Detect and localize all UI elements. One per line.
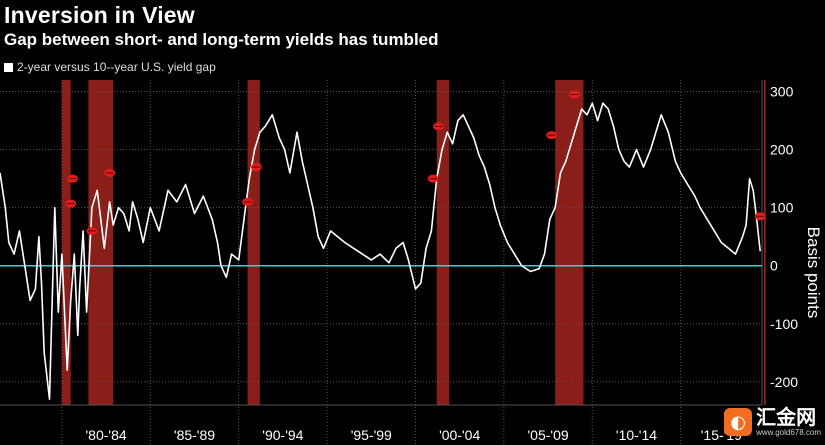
- recession-band: [247, 80, 260, 405]
- series-line: [0, 102, 761, 401]
- inversion-marker-icon: [546, 131, 558, 140]
- y-tick-label: 300: [770, 84, 794, 100]
- x-tick-label: '10-'14: [616, 427, 657, 443]
- y-tick-label: 200: [770, 142, 794, 158]
- recession-band: [763, 80, 766, 405]
- inversion-marker-icon: [432, 122, 444, 131]
- legend-label: 2-year versus 10--year U.S. yield gap: [17, 60, 216, 74]
- inversion-marker-icon: [427, 174, 439, 183]
- watermark-text: 汇金网 www.gold678.com: [756, 407, 821, 437]
- watermark-url: www.gold678.com: [756, 428, 821, 437]
- chart-subtitle: Gap between short- and long-term yields …: [4, 30, 439, 49]
- x-tick-label: '80-'84: [86, 427, 127, 443]
- y-tick-label: -100: [770, 316, 798, 332]
- inversion-marker-icon: [569, 90, 581, 99]
- legend: 2-year versus 10--year U.S. yield gap: [4, 60, 216, 74]
- y-tick-label: 100: [770, 200, 794, 216]
- legend-swatch: [4, 62, 13, 72]
- inversion-marker-icon: [65, 199, 77, 208]
- watermark-name: 汇金网: [756, 405, 817, 429]
- inversion-marker-icon: [242, 197, 254, 206]
- y-axis-label: Basis points: [804, 227, 823, 319]
- inversion-marker-icon: [66, 174, 78, 183]
- watermark-logo-icon: ◐: [724, 408, 753, 436]
- x-tick-label: '85-'89: [174, 427, 215, 443]
- watermark: ◐ 汇金网 www.gold678.com: [724, 407, 821, 437]
- y-tick-label: 0: [770, 258, 778, 274]
- x-tick-label: '00-'04: [439, 427, 480, 443]
- x-tick-label: '05-'09: [527, 427, 568, 443]
- inversion-marker-icon: [86, 226, 98, 235]
- y-tick-label: -200: [770, 374, 798, 390]
- chart-title: Inversion in View: [4, 2, 195, 28]
- recession-band: [88, 80, 114, 405]
- inversion-marker-icon: [250, 163, 262, 172]
- x-tick-label: '90-'94: [262, 427, 303, 443]
- inversion-marker-icon: [754, 212, 766, 221]
- recession-band: [555, 80, 584, 405]
- x-tick-label: '95-'99: [351, 427, 392, 443]
- inversion-marker-icon: [104, 168, 116, 177]
- recession-band: [61, 80, 71, 405]
